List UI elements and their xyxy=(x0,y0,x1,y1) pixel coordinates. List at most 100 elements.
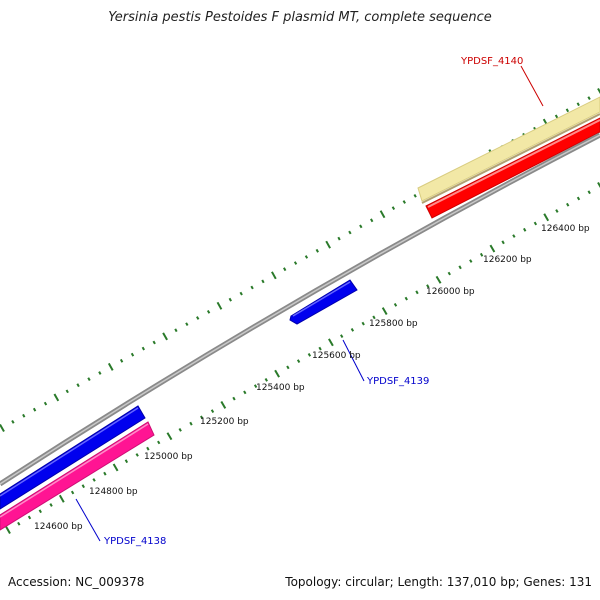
ruler-tick xyxy=(337,236,341,241)
ruler-tick xyxy=(404,296,408,301)
gene-label-ypdsf-4138[interactable]: YPDSF_4138 xyxy=(103,536,166,547)
ruler-tick xyxy=(185,322,189,326)
ruler-tick xyxy=(350,327,355,332)
ruler-tick xyxy=(0,424,5,432)
ruler-tick xyxy=(415,290,419,295)
ruler-tick xyxy=(166,432,173,441)
ruler-tick xyxy=(328,338,334,347)
ruler-tick xyxy=(489,244,496,253)
ruler-tick xyxy=(370,218,374,223)
ruler-tick xyxy=(43,401,48,406)
ruler-tick xyxy=(296,359,301,363)
ruler-tick xyxy=(469,259,473,263)
ruler-tick xyxy=(210,409,215,414)
ruler-tick xyxy=(196,316,200,320)
gene-bar-blue-lower[interactable] xyxy=(0,405,146,510)
ruler-tick xyxy=(200,415,204,420)
ruler-tick xyxy=(587,96,591,100)
ruler-tick xyxy=(435,275,442,284)
ruler-tick xyxy=(533,221,538,226)
ruler-tick xyxy=(152,340,156,345)
gene-bar-ypdsf-4140[interactable] xyxy=(425,117,600,219)
ruler-tick xyxy=(293,261,298,265)
ruler-tick xyxy=(458,265,462,270)
ruler-tick xyxy=(92,478,96,482)
ruler-tick xyxy=(253,384,258,389)
ruler-tick xyxy=(206,310,211,314)
ruler-tick xyxy=(315,248,319,253)
ruler-tick xyxy=(286,365,290,370)
ruler-tick xyxy=(53,393,60,402)
ruler-tick xyxy=(17,521,21,526)
ruler-tick xyxy=(58,494,65,503)
ruler-tick xyxy=(174,328,178,333)
gene-bar-yellow[interactable] xyxy=(417,96,600,202)
ruler-label: 125400 bp xyxy=(256,383,305,393)
map-title: Yersinia pestis Pestoides F plasmid MT, … xyxy=(108,10,492,25)
leader-line-ypdsf-4138 xyxy=(75,498,101,542)
ruler-tick xyxy=(124,459,129,464)
ruler-tick xyxy=(554,114,559,119)
ruler-tick xyxy=(359,224,363,229)
topology-summary: Topology: circular; Length: 137,010 bp; … xyxy=(285,575,592,589)
ruler-label: 125800 bp xyxy=(369,319,418,329)
plasmid-backbone xyxy=(0,132,600,487)
ruler-tick xyxy=(107,362,114,371)
ruler-tick xyxy=(361,321,365,326)
ruler-tick xyxy=(566,202,570,207)
ruler-tick xyxy=(597,182,600,189)
ruler-tick xyxy=(271,271,277,280)
ruler-tick xyxy=(76,383,80,388)
ruler-tick xyxy=(413,194,417,198)
ruler-tick xyxy=(402,200,406,204)
ruler-tick xyxy=(11,420,15,424)
ruler-tick xyxy=(38,509,42,514)
ruler-tick xyxy=(381,307,388,316)
ruler-tick xyxy=(325,240,331,249)
ruler-tick xyxy=(98,371,102,375)
ruler-tick xyxy=(70,490,75,495)
ruler-tick xyxy=(372,315,376,320)
ruler-tick xyxy=(318,346,322,351)
ruler-tick xyxy=(65,389,69,394)
ruler-tick xyxy=(119,358,124,363)
ruler-tick xyxy=(543,213,550,222)
ruler-tick xyxy=(597,88,600,95)
ruler-tick xyxy=(112,463,119,472)
ruler-tick xyxy=(264,378,268,382)
ruler-label: 126000 bp xyxy=(426,287,475,297)
ruler-tick xyxy=(479,252,484,257)
gene-bar-ypdsf-4139[interactable] xyxy=(289,279,358,325)
ruler-tick xyxy=(22,413,26,418)
outer-tick-row xyxy=(0,88,600,432)
accession-text: Accession: NC_009378 xyxy=(8,575,145,589)
ruler-tick xyxy=(178,428,182,432)
ruler-label: 126200 bp xyxy=(483,255,532,265)
ruler-tick xyxy=(447,271,451,276)
ruler-tick xyxy=(261,279,265,284)
gene-bar-ypdsf-4138[interactable] xyxy=(0,421,155,531)
ruler-tick xyxy=(587,190,591,195)
ruler-label: 125600 bp xyxy=(312,351,361,361)
ruler-label: 125000 bp xyxy=(144,452,193,462)
ruler-tick xyxy=(307,353,312,357)
gene-label-ypdsf-4139[interactable]: YPDSF_4139 xyxy=(366,376,429,387)
ruler-tick xyxy=(512,234,516,238)
ruler-tick xyxy=(501,240,505,245)
ruler-tick xyxy=(523,227,527,232)
ruler-tick xyxy=(162,332,168,341)
ruler-tick xyxy=(426,284,430,288)
ruler-tick xyxy=(283,267,287,272)
ruler-tick xyxy=(576,102,580,107)
ruler-tick xyxy=(220,400,227,409)
ruler-tick xyxy=(379,210,386,219)
gene-label-ypdsf-4140[interactable]: YPDSF_4140 xyxy=(460,56,523,67)
gene-bar-yellow-edge xyxy=(421,113,600,204)
ruler-tick xyxy=(32,407,37,412)
ruler-tick xyxy=(576,196,581,201)
ruler-tick xyxy=(239,291,243,296)
ruler-tick xyxy=(348,230,352,235)
inner-tick-row xyxy=(5,182,600,534)
ruler-tick xyxy=(135,453,139,457)
ruler-tick xyxy=(340,334,344,338)
